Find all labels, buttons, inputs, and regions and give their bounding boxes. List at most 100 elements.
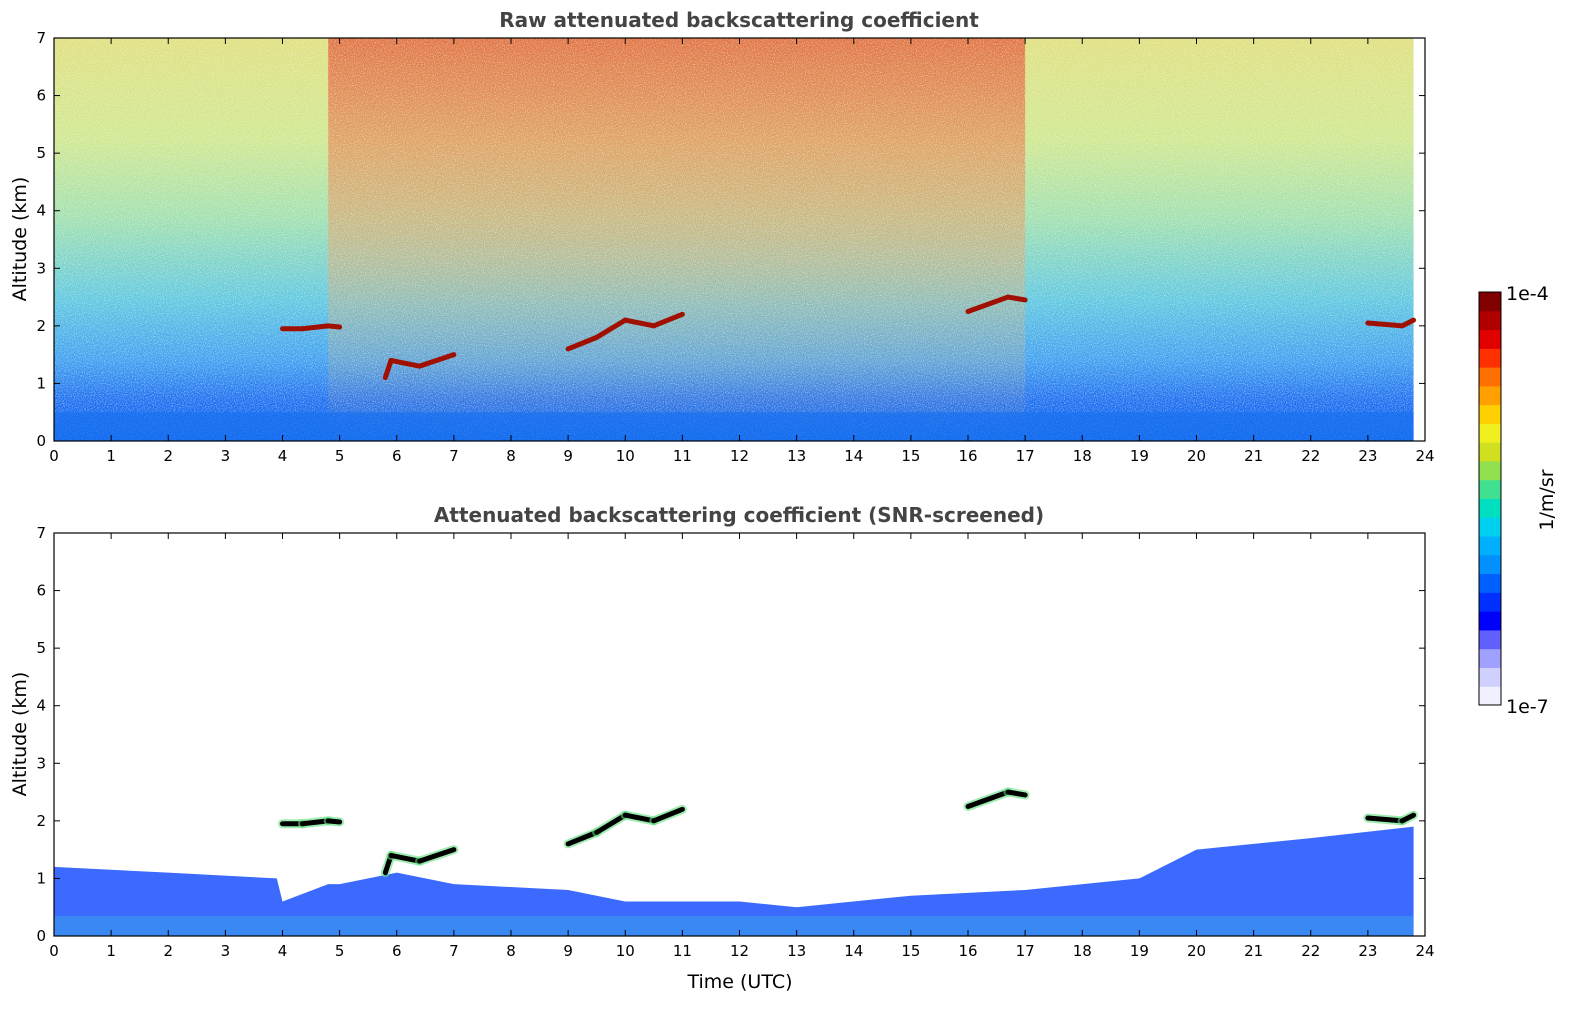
colorbar-band [1479, 686, 1501, 706]
x-tick-label: 12 [730, 447, 749, 465]
x-tick-label: 21 [1244, 447, 1263, 465]
x-tick-label: 12 [730, 942, 749, 960]
panel2-ylabel: Altitude (km) [9, 672, 31, 797]
cloud-layer-segment [325, 818, 343, 825]
x-tick-label: 1 [106, 942, 116, 960]
x-tick-label: 18 [1073, 942, 1092, 960]
x-tick-label: 18 [1073, 447, 1092, 465]
x-tick-label: 22 [1301, 942, 1320, 960]
colorbar-band [1479, 554, 1501, 575]
y-tick-label: 6 [36, 87, 46, 105]
y-tick-label: 3 [36, 754, 46, 772]
x-tick-label: 16 [958, 447, 977, 465]
colorbar-min-label: 1e-7 [1506, 696, 1549, 718]
x-tick-label: 4 [278, 942, 288, 960]
cloud-layer-segment [388, 357, 423, 369]
x-tick-label: 23 [1358, 942, 1377, 960]
cloud-layer-segment [622, 317, 657, 329]
cloud-layer-segment [1005, 789, 1028, 798]
x-tick-label: 19 [1130, 447, 1149, 465]
colorbar-band [1479, 348, 1501, 368]
colorbar-band [1479, 310, 1501, 331]
colorbar-band [1479, 629, 1501, 650]
panel2-title: Attenuated backscattering coefficient (S… [434, 503, 1044, 527]
x-tick-label: 20 [1187, 447, 1206, 465]
y-tick-label: 1 [36, 869, 46, 887]
raw-noise-speckle [54, 38, 1414, 441]
colorbar-band [1479, 385, 1501, 406]
colorbar-band [1479, 423, 1501, 443]
colorbar-frame [1478, 291, 1502, 706]
cloud-layer-segment [594, 317, 628, 340]
x-tick-label: 2 [163, 942, 173, 960]
y-tick-label: 4 [36, 202, 46, 220]
x-tick-label: 1 [106, 447, 116, 465]
y-tick-label: 2 [36, 317, 46, 335]
y-tick-label: 0 [36, 432, 46, 450]
x-tick-label: 17 [1016, 447, 1035, 465]
x-tick-label: 8 [506, 942, 516, 960]
cloud-layer-segment [1399, 812, 1417, 824]
cloud-layer-segment [417, 847, 457, 864]
y-tick-label: 1 [36, 374, 46, 392]
colorbar-band [1479, 536, 1501, 556]
x-tick-label: 14 [844, 447, 863, 465]
cloud-layer-segment [1365, 320, 1405, 329]
x-tick-label: 4 [278, 447, 288, 465]
colorbar-band [1479, 667, 1501, 687]
colorbar-unit-label: 1/m/sr [1536, 469, 1558, 530]
x-tick-label: 17 [1016, 942, 1035, 960]
colorbar: 1e-4 1e-7 1/m/sr [1478, 283, 1558, 718]
x-tick-label: 24 [1415, 447, 1434, 465]
colorbar-band [1479, 329, 1501, 349]
raw-backscatter-panel: Raw attenuated backscattering coefficien… [9, 8, 1435, 465]
x-tick-label: 23 [1358, 447, 1377, 465]
y-tick-label: 6 [36, 582, 46, 600]
x-tick-label: 7 [449, 942, 459, 960]
cloud-layer-segment [622, 812, 657, 824]
x-tick-label: 14 [844, 942, 863, 960]
x-tick-label: 3 [221, 942, 231, 960]
panel2-heatmap [54, 787, 1419, 936]
screened-backscatter-panel: Attenuated backscattering coefficient (S… [9, 503, 1435, 993]
y-tick-label: 5 [36, 144, 46, 162]
x-tick-label: 24 [1415, 942, 1434, 960]
colorbar-max-label: 1e-4 [1506, 283, 1549, 305]
colorbar-band [1479, 573, 1501, 593]
panel1-ylabel: Altitude (km) [9, 177, 31, 302]
x-tick-label: 10 [616, 942, 635, 960]
cloud-layer-segment [382, 357, 394, 381]
screened-surface-layer [54, 915, 1414, 936]
x-tick-label: 5 [335, 942, 345, 960]
cloud-layer-segment [651, 806, 685, 824]
colorbar-band [1479, 592, 1501, 612]
colorbar-band [1479, 648, 1501, 668]
x-tick-label: 13 [787, 447, 806, 465]
cloud-layer-segment [965, 789, 1011, 809]
x-tick-label: 8 [506, 447, 516, 465]
x-tick-label: 16 [958, 942, 977, 960]
x-tick-label: 19 [1130, 942, 1149, 960]
colorbar-band [1479, 367, 1501, 387]
x-tick-label: 3 [221, 447, 231, 465]
cloud-layer-segment [594, 812, 628, 835]
colorbar-band [1479, 460, 1501, 481]
cloud-layer-segment [325, 323, 343, 330]
colorbar-band [1479, 479, 1501, 499]
x-tick-label: 0 [49, 447, 59, 465]
panel1-heatmap [54, 38, 1417, 441]
y-tick-label: 4 [36, 697, 46, 715]
y-tick-label: 7 [36, 524, 46, 542]
x-tick-label: 11 [673, 447, 692, 465]
x-tick-label: 22 [1301, 447, 1320, 465]
x-tick-label: 10 [616, 447, 635, 465]
x-tick-label: 9 [563, 942, 573, 960]
x-tick-label: 6 [392, 447, 402, 465]
x-tick-label: 11 [673, 942, 692, 960]
cloud-layer-segment [299, 323, 331, 332]
colorbar-band [1479, 517, 1501, 537]
y-tick-label: 0 [36, 927, 46, 945]
y-tick-label: 3 [36, 259, 46, 277]
x-tick-label: 0 [49, 942, 59, 960]
